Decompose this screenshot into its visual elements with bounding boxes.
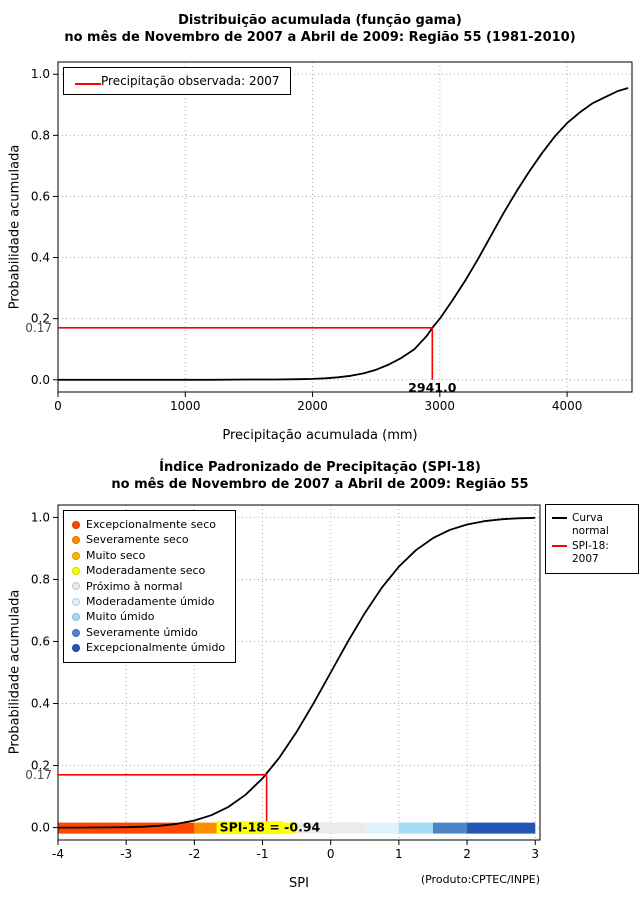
chart2-subtitle: no mês de Novembro de 2007 a Abril de 20… <box>111 477 529 492</box>
legend-item: Muito seco <box>72 548 225 563</box>
x-tick-label: 3 <box>531 847 539 861</box>
spi-colorbar-segment <box>296 822 365 834</box>
legend-line-sample <box>552 545 567 547</box>
legend-label: Muito seco <box>86 548 146 562</box>
reference-label-highlight <box>216 821 283 835</box>
legend-label: Excepcionalmente úmido <box>86 641 226 655</box>
x-tick-label: 0 <box>327 847 335 861</box>
spi-colorbar-segment <box>432 822 468 834</box>
legend-item: Excepcionalmente úmido <box>72 640 225 655</box>
legend-color-dot <box>72 628 80 637</box>
y-tick-label: 0.4 <box>31 697 50 711</box>
x-tick-label: 0 <box>54 399 62 413</box>
x-tick-label: -2 <box>188 847 200 861</box>
x-tick-label: 1 <box>395 847 403 861</box>
legend-item: Severamente úmido <box>72 625 225 640</box>
legend-color-dot <box>72 520 80 529</box>
x-tick-label: -1 <box>257 847 269 861</box>
y-tick-label: 0.0 <box>31 821 50 835</box>
legend-label: Excepcionalmente seco <box>86 518 216 531</box>
legend-color-dot <box>72 582 80 591</box>
spi-curves-legend: Curva normal SPI-18: 2007 <box>545 504 639 574</box>
chart1-title: Distribuição acumulada (função gama) <box>178 13 462 28</box>
reference-prob-label: 0.17 <box>25 321 52 335</box>
gamma-cdf-curve <box>58 87 629 381</box>
spi-colorbar-segment <box>194 822 229 834</box>
legend-label: Precipitação observada: 2007 <box>101 74 280 88</box>
legend-color-dot <box>72 566 80 575</box>
x-tick-label: 4000 <box>552 399 583 413</box>
chart2-x-axis-label: SPI <box>289 876 309 891</box>
y-tick-label: 0.0 <box>31 373 50 387</box>
reference-value-label: SPI-18 = -0.94 <box>220 820 321 835</box>
legend-label: Severamente úmido <box>86 625 198 639</box>
legend-color-dot <box>72 643 80 652</box>
legend-item: Muito úmido <box>72 609 225 624</box>
spi-categories-legend: Excepcionalmente seco Severamente seco Mui… <box>63 510 237 663</box>
chart1-x-axis-label: Precipitação acumulada (mm) <box>222 428 418 443</box>
y-tick-label: 0.2 <box>31 312 50 326</box>
plot-box <box>57 504 541 841</box>
reference-prob-label: 0.17 <box>25 768 52 782</box>
legend-label: Curva normal <box>572 512 609 537</box>
x-tick-label: 1000 <box>170 399 201 413</box>
reference-value-label: 2941.0 <box>408 380 457 395</box>
legend-color-dot <box>72 536 80 545</box>
x-tick-label: 2 <box>463 847 471 861</box>
y-tick-label: 0.2 <box>31 759 50 773</box>
x-tick-label: 2000 <box>297 399 328 413</box>
chart1-y-axis-label: Probabilidade acumulada <box>7 144 23 310</box>
legend-label: SPI-18: 2007 <box>572 540 609 565</box>
legend-label: Próximo à normal <box>86 579 183 593</box>
y-tick-label: 0.6 <box>31 634 50 648</box>
spi-colorbar-segment <box>364 822 399 834</box>
y-tick-label: 1.0 <box>31 67 50 81</box>
y-tick-label: 0.8 <box>31 572 50 586</box>
legend-item: Severamente seco <box>72 532 225 547</box>
legend-item: Curva normal <box>552 512 632 538</box>
spi-colorbar-segment <box>398 822 433 834</box>
legend-label: Moderadamente seco <box>86 564 206 578</box>
y-tick-label: 1.0 <box>31 510 50 524</box>
legend-item: Próximo à normal <box>72 579 225 594</box>
legend-line-sample <box>75 83 101 85</box>
legend-label: Muito úmido <box>86 610 155 624</box>
legend-color-dot <box>72 613 80 622</box>
legend-item: SPI-18: 2007 <box>552 540 632 566</box>
x-tick-label: -3 <box>120 847 132 861</box>
legend-item: Precipitação observada: 2007 <box>75 74 279 88</box>
chart2-y-axis-label: Probabilidade acumulada <box>7 589 23 755</box>
legend-item: Moderadamente seco <box>72 563 225 578</box>
x-tick-label: 3000 <box>425 399 456 413</box>
legend-color-dot <box>72 551 80 560</box>
chart2-title: Índice Padronizado de Precipitação (SPI-… <box>159 460 481 475</box>
y-tick-label: 0.4 <box>31 251 50 265</box>
y-tick-label: 0.8 <box>31 128 50 142</box>
legend-line-sample <box>552 517 567 519</box>
legend-color-dot <box>72 597 80 606</box>
legend-item: Excepcionalmente seco <box>72 517 225 532</box>
legend-label: Moderadamente úmido <box>86 595 215 609</box>
normal-cdf-curve <box>58 516 536 829</box>
plot-box <box>57 61 633 393</box>
legend-item: Moderadamente úmido <box>72 594 225 609</box>
legend-label: Severamente seco <box>86 533 189 547</box>
product-credit: (Produto:CPTEC/INPE) <box>420 873 540 886</box>
chart1-legend: Precipitação observada: 2007 <box>63 67 292 95</box>
spi-colorbar-segment <box>467 822 536 834</box>
y-tick-label: 0.6 <box>31 189 50 203</box>
chart1-subtitle: no mês de Novembro de 2007 a Abril de 20… <box>64 30 576 45</box>
x-tick-label: -4 <box>52 847 64 861</box>
